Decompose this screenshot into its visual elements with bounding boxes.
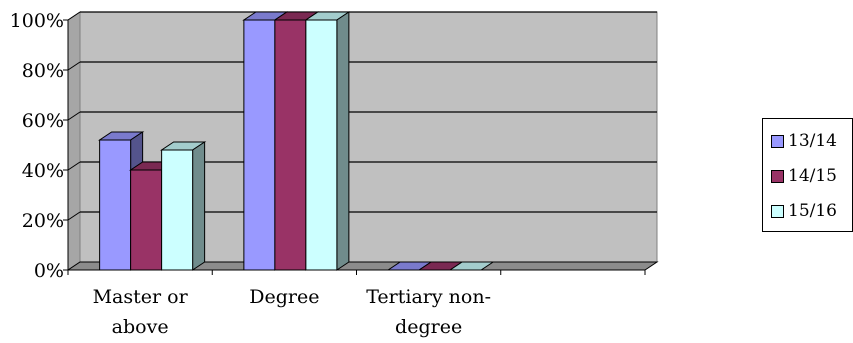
x-tick-label-tertiary-non-degree: Tertiary non-degree — [366, 286, 491, 338]
legend-item-13-14: 13/14 — [771, 131, 837, 151]
legend-label-15-16: 15/16 — [788, 201, 837, 221]
y-tick-label: 0% — [34, 260, 64, 282]
x-axis: Master or above Degree Tertiary non-degree — [67, 269, 646, 338]
y-tick-label: 40% — [22, 160, 64, 182]
gridline-side — [67, 61, 81, 71]
bars — [97, 11, 495, 271]
y-tick-label: 20% — [22, 210, 64, 232]
bar-15-16-degree — [304, 11, 351, 271]
gridline-side — [67, 161, 81, 171]
side-wall — [67, 11, 81, 271]
gridline-side — [67, 111, 81, 121]
x-tick-label-degree: Degree — [249, 286, 319, 308]
x-tick-label-master-or-above: Master or above — [93, 286, 189, 338]
legend-label-13-14: 13/14 — [788, 131, 837, 151]
legend-swatch-13-14 — [771, 134, 784, 148]
y-tick-label: 100% — [10, 10, 64, 32]
legend-item-15-16: 15/16 — [771, 201, 837, 221]
y-tick-label: 80% — [22, 60, 64, 82]
bar-15-16-master-or-above — [159, 141, 207, 271]
y-tick-label: 60% — [22, 110, 64, 132]
y-axis: 0% 20% 40% 60% 80% 100% — [10, 10, 69, 282]
legend: 13/14 14/15 15/16 — [762, 118, 853, 232]
legend-swatch-14-15 — [771, 169, 784, 183]
gridline-side — [67, 11, 81, 21]
legend-swatch-15-16 — [771, 204, 784, 218]
legend-item-14-15: 14/15 — [771, 166, 837, 186]
gridline-side — [67, 211, 81, 221]
legend-label-14-15: 14/15 — [788, 166, 837, 186]
